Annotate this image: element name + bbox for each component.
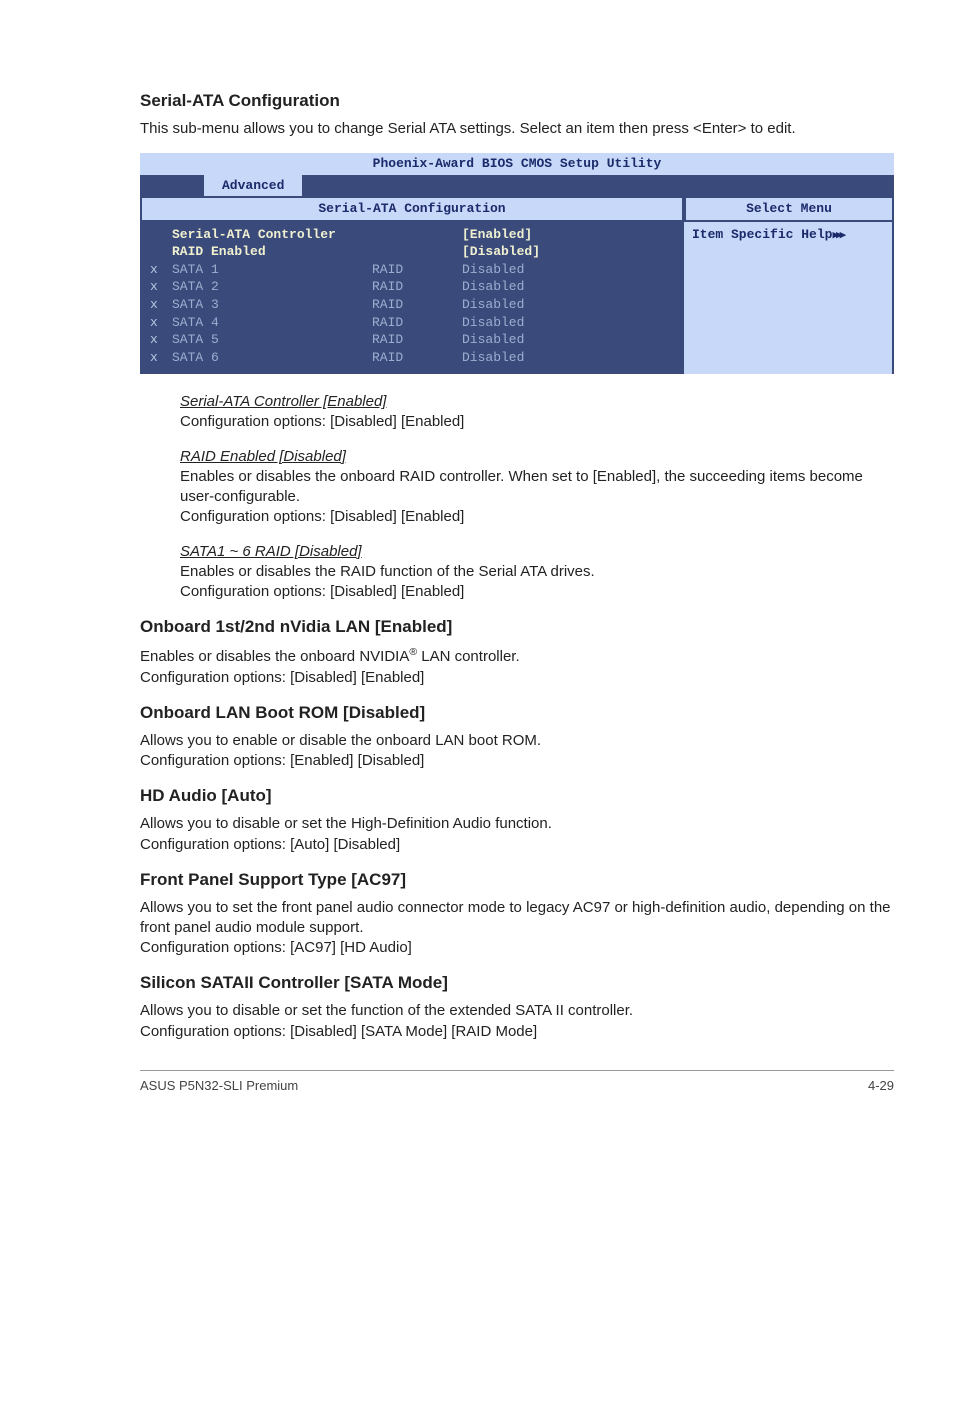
body-text: Allows you to disable or set the functio… bbox=[140, 1001, 894, 1042]
bios-value: Disabled bbox=[462, 314, 674, 332]
body-text: Allows you to enable or disable the onbo… bbox=[140, 731, 894, 772]
bios-row-sata[interactable]: xSATA 6RAIDDisabled bbox=[142, 349, 682, 367]
config-options: Configuration options: [Disabled] [SATA … bbox=[140, 1023, 537, 1040]
bios-label: SATA 2 bbox=[172, 278, 372, 296]
bios-label: SATA 4 bbox=[172, 314, 372, 332]
bios-x-marker: x bbox=[150, 261, 172, 279]
heading-front-panel-support: Front Panel Support Type [AC97] bbox=[140, 869, 894, 892]
sub-text: Configuration options: [Disabled] [Enabl… bbox=[180, 412, 894, 432]
bios-mode: RAID bbox=[372, 314, 462, 332]
bios-row-sata[interactable]: xSATA 2RAIDDisabled bbox=[142, 278, 682, 296]
bios-label: RAID Enabled bbox=[172, 243, 372, 261]
bios-row-sata[interactable]: xSATA 5RAIDDisabled bbox=[142, 331, 682, 349]
text-line: Allows you to disable or set the functio… bbox=[140, 1002, 633, 1019]
bios-select-menu: Select Menu bbox=[684, 196, 894, 222]
bios-value: Disabled bbox=[462, 331, 674, 349]
bios-value: Disabled bbox=[462, 278, 674, 296]
bios-panel-title: Serial-ATA Configuration bbox=[140, 196, 684, 222]
bios-label: SATA 1 bbox=[172, 261, 372, 279]
sub-text: Configuration options: [Disabled] [Enabl… bbox=[180, 507, 894, 527]
bios-x-marker: x bbox=[150, 296, 172, 314]
bios-x-marker: x bbox=[150, 349, 172, 367]
registered-icon: ® bbox=[409, 646, 417, 658]
body-text: Enables or disables the onboard NVIDIA® … bbox=[140, 645, 894, 688]
page-footer: ASUS P5N32-SLI Premium 4-29 bbox=[140, 1070, 894, 1095]
bios-value: Disabled bbox=[462, 349, 674, 367]
bios-row-sata[interactable]: xSATA 1RAIDDisabled bbox=[142, 261, 682, 279]
bios-label: SATA 3 bbox=[172, 296, 372, 314]
text-part: LAN controller. bbox=[417, 648, 520, 665]
text-line: Allows you to set the front panel audio … bbox=[140, 899, 891, 936]
config-options: Configuration options: [Auto] [Disabled] bbox=[140, 836, 400, 853]
bios-row-sata[interactable]: xSATA 3RAIDDisabled bbox=[142, 296, 682, 314]
heading-onboard-nvidia-lan: Onboard 1st/2nd nVidia LAN [Enabled] bbox=[140, 616, 894, 639]
subitem-raid-enabled: RAID Enabled [Disabled] Enables or disab… bbox=[140, 447, 894, 528]
sub-text: Configuration options: [Disabled] [Enabl… bbox=[180, 582, 894, 602]
bios-tab-row: Advanced bbox=[140, 175, 894, 197]
bios-mode: RAID bbox=[372, 278, 462, 296]
bios-value: [Disabled] bbox=[462, 243, 674, 261]
body-text: Allows you to disable or set the High-De… bbox=[140, 814, 894, 855]
bios-help-label: Item Specific Help bbox=[692, 227, 832, 242]
triangle-right-icon: ▶▶▶ bbox=[832, 230, 843, 242]
bios-tab-advanced[interactable]: Advanced bbox=[204, 175, 302, 197]
config-options: Configuration options: [Enabled] [Disabl… bbox=[140, 752, 424, 769]
bios-titlebar: Phoenix-Award BIOS CMOS Setup Utility bbox=[140, 153, 894, 175]
text-line: Allows you to disable or set the High-De… bbox=[140, 815, 552, 832]
heading-hd-audio: HD Audio [Auto] bbox=[140, 785, 894, 808]
bios-mode: RAID bbox=[372, 349, 462, 367]
bios-label: SATA 6 bbox=[172, 349, 372, 367]
bios-row-sata[interactable]: xSATA 4RAIDDisabled bbox=[142, 314, 682, 332]
bios-x-marker: x bbox=[150, 331, 172, 349]
heading-silicon-sataii: Silicon SATAII Controller [SATA Mode] bbox=[140, 972, 894, 995]
body-text: Allows you to set the front panel audio … bbox=[140, 898, 894, 959]
subitem-serial-ata-controller: Serial-ATA Controller [Enabled] Configur… bbox=[140, 392, 894, 433]
bios-label: Serial-ATA Controller bbox=[172, 226, 372, 244]
bios-value: [Enabled] bbox=[462, 226, 674, 244]
bios-help-panel: Item Specific Help▶▶▶ bbox=[684, 222, 894, 374]
config-options: Configuration options: [AC97] [HD Audio] bbox=[140, 939, 412, 956]
heading-onboard-lan-boot-rom: Onboard LAN Boot ROM [Disabled] bbox=[140, 702, 894, 725]
footer-right: 4-29 bbox=[868, 1077, 894, 1095]
bios-x-marker: x bbox=[150, 314, 172, 332]
bios-x-marker: x bbox=[150, 278, 172, 296]
heading-serial-ata-config: Serial-ATA Configuration bbox=[140, 90, 894, 113]
bios-row-controller[interactable]: Serial-ATA Controller [Enabled] bbox=[142, 226, 682, 244]
config-options: Configuration options: [Disabled] [Enabl… bbox=[140, 669, 424, 686]
bios-value: Disabled bbox=[462, 296, 674, 314]
bios-screenshot: Phoenix-Award BIOS CMOS Setup Utility Ad… bbox=[140, 153, 894, 374]
bios-value: Disabled bbox=[462, 261, 674, 279]
text-line: Allows you to enable or disable the onbo… bbox=[140, 732, 541, 749]
text-part: Enables or disables the onboard NVIDIA bbox=[140, 648, 409, 665]
sub-heading: RAID Enabled [Disabled] bbox=[180, 447, 894, 467]
sub-heading: SATA1 ~ 6 RAID [Disabled] bbox=[180, 542, 894, 562]
sub-text: Enables or disables the onboard RAID con… bbox=[180, 467, 894, 508]
bios-label: SATA 5 bbox=[172, 331, 372, 349]
sub-heading: Serial-ATA Controller [Enabled] bbox=[180, 392, 894, 412]
bios-mode: RAID bbox=[372, 331, 462, 349]
footer-left: ASUS P5N32-SLI Premium bbox=[140, 1077, 298, 1095]
bios-mode: RAID bbox=[372, 261, 462, 279]
bios-left-panel: Serial-ATA Controller [Enabled] RAID Ena… bbox=[140, 222, 684, 374]
sub-text: Enables or disables the RAID function of… bbox=[180, 562, 894, 582]
bios-row-raid-enabled[interactable]: RAID Enabled [Disabled] bbox=[142, 243, 682, 261]
subitem-sata16-raid: SATA1 ~ 6 RAID [Disabled] Enables or dis… bbox=[140, 542, 894, 603]
bios-mode: RAID bbox=[372, 296, 462, 314]
intro-text: This sub-menu allows you to change Seria… bbox=[140, 119, 894, 139]
